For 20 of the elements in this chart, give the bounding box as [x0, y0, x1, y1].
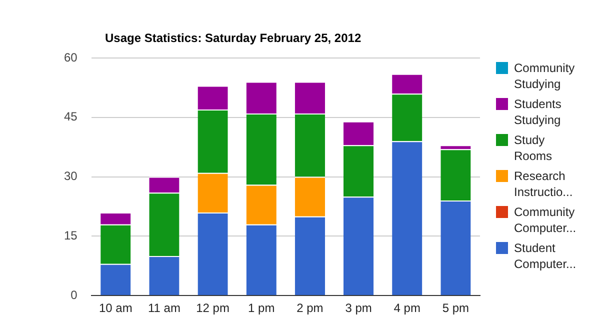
y-tick-label: 60	[64, 50, 78, 64]
y-tick-label: 0	[70, 288, 78, 302]
x-tick-label: 1 pm	[248, 301, 275, 316]
legend-label: Research Instructio...	[514, 168, 574, 200]
legend-label: Community Studying	[514, 60, 576, 92]
chart-title: Usage Statistics: Saturday February 25, 2012	[105, 31, 362, 45]
y-tick-label: 45	[64, 110, 78, 124]
x-tick-label: 12 pm	[196, 301, 230, 316]
x-tick-label: 11 am	[148, 301, 180, 316]
legend-label: Student Computer...	[514, 240, 578, 272]
y-tick-label: 30	[64, 169, 78, 184]
legend-label: Study Rooms	[514, 132, 554, 164]
y-tick-label: 15	[64, 228, 78, 243]
legend-label: Community Computer...	[514, 204, 578, 236]
x-tick-label: 5 pm	[442, 301, 470, 316]
x-tick-label: 3 pm	[345, 301, 372, 316]
x-tick-label: 4 pm	[394, 301, 420, 316]
x-tick-label: 2 pm	[296, 301, 324, 316]
legend-label: Students Studying	[514, 96, 562, 128]
x-tick-label: 10 am	[98, 301, 132, 316]
